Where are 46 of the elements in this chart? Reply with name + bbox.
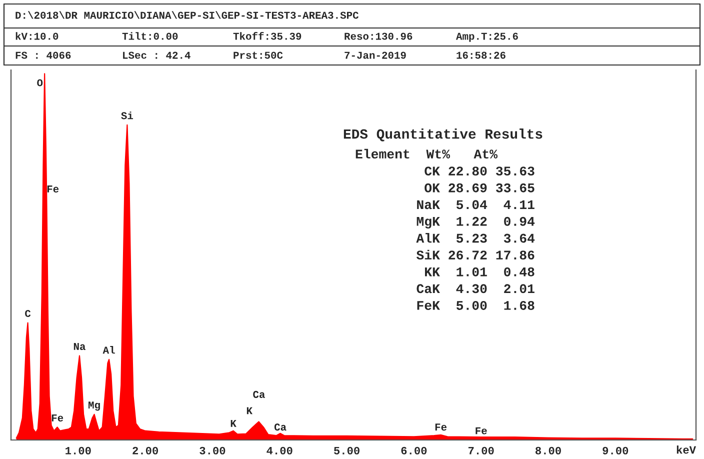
x-tick-label: 9.00 <box>602 446 628 454</box>
annotation: SiK 26.72 17.86 <box>416 250 534 260</box>
text: LSec : 42.4 <box>123 52 190 59</box>
x-tick-label: 8.00 <box>536 446 561 454</box>
text: Reso:130.96 <box>344 32 412 40</box>
text: Prst:50C <box>234 52 283 59</box>
x-tick-label: 3.00 <box>200 446 226 454</box>
text: FS : 4066 <box>16 52 71 59</box>
annotation: Element Wt% At% <box>356 148 498 159</box>
text: Tkoff:35.39 <box>233 32 302 40</box>
annotation: K <box>230 420 236 427</box>
annotation: Al <box>102 346 115 354</box>
text: kV:10.0 <box>16 32 58 40</box>
text: Amp.T:25.6 <box>456 32 518 42</box>
annotation: CK 22.80 35.63 <box>424 166 534 176</box>
annotation: Na <box>74 343 86 350</box>
annotation: AlK 5.23 3.64 <box>416 233 535 243</box>
annotation: O <box>37 79 43 86</box>
text: D:\2018\DR MAURICIO\DIANA\GEP-SI\GEP-SI-TEST3-AREA3.SPC <box>16 11 359 19</box>
annotation: Ca <box>274 424 286 431</box>
text: 16:58:26 <box>456 52 506 59</box>
x-axis-title: keV <box>676 446 696 454</box>
annotation: Si <box>121 112 134 120</box>
x-tick-label: 5.00 <box>334 446 360 454</box>
text: 7-Jan-2019 <box>344 52 406 59</box>
annotation: Mg <box>88 402 100 411</box>
annotation: Fe <box>476 427 487 434</box>
annotation: MgK 1.22 0.94 <box>416 216 535 229</box>
annotation: C <box>25 310 31 318</box>
x-tick-label: 1.00 <box>66 446 91 454</box>
annotation: Fe <box>435 424 447 431</box>
annotation: NaK 5.04 4.11 <box>417 200 534 210</box>
annotation: CaK 4.30 2.01 <box>416 284 534 294</box>
annotation: K <box>246 407 253 414</box>
annotation: EDS Quantitative Results <box>344 128 542 142</box>
x-tick-label: 6.00 <box>401 446 427 454</box>
annotation: OK 28.69 33.65 <box>424 183 534 192</box>
x-tick-label: 2.00 <box>132 446 158 454</box>
annotation: Ca <box>253 390 265 398</box>
annotation: Fe <box>52 414 64 422</box>
annotation: KK 1.01 0.48 <box>425 267 534 276</box>
annotation: Fe <box>47 186 59 192</box>
annotation: FeK 5.00 1.68 <box>417 300 534 310</box>
text: Tilt:0.00 <box>122 32 178 40</box>
x-tick-label: 4.00 <box>266 446 292 454</box>
x-tick-label: 7.00 <box>468 446 494 454</box>
